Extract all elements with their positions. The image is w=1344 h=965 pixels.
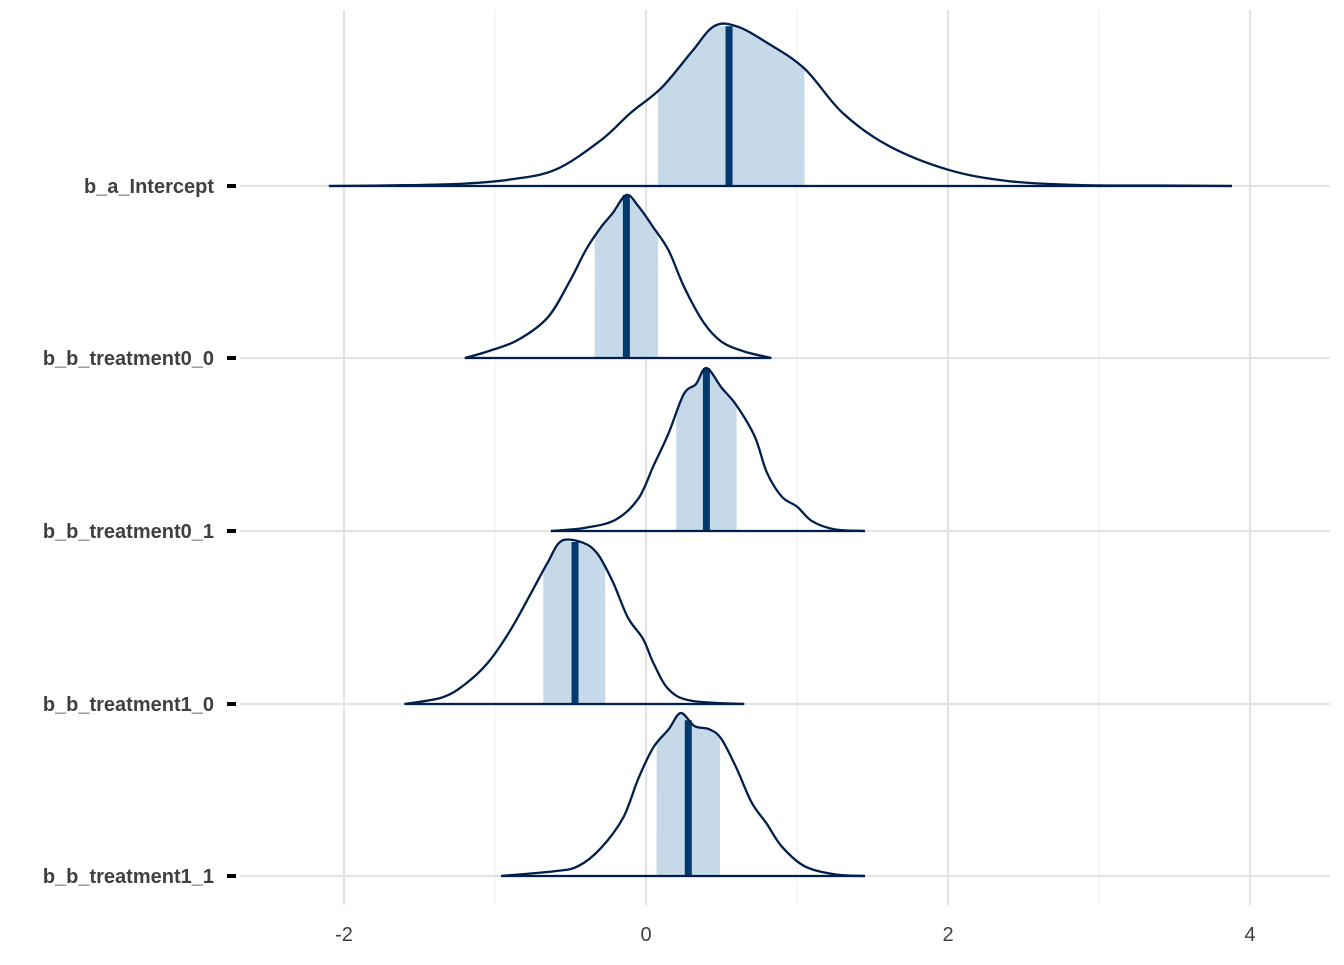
- ridges: [328, 22, 1232, 878]
- y-tick-label: b_b_treatment0_1: [43, 521, 214, 543]
- x-tick-label: 4: [1244, 924, 1255, 946]
- x-tick-label: -2: [335, 924, 353, 946]
- density-curve: [500, 711, 866, 878]
- y-tick-label: b_a_Intercept: [84, 176, 214, 198]
- y-tick-label: b_b_treatment0_0: [43, 348, 214, 370]
- ridge-b_a_Intercept: [328, 22, 1232, 188]
- y-tick-label: b_b_treatment1_1: [43, 866, 214, 888]
- ridge-b_b_treatment1_1: [500, 711, 866, 878]
- ridge-b_b_treatment1_0: [404, 538, 745, 706]
- ridge-b_b_treatment0_0: [464, 193, 772, 360]
- y-axis-labels: b_a_Intercept b_b_treatment0_0 b_b_treatme…: [43, 176, 236, 888]
- x-tick-label: 2: [942, 924, 953, 946]
- density-curve: [550, 366, 866, 533]
- density-curve: [328, 22, 1232, 188]
- density-curve: [404, 538, 745, 706]
- x-axis-tick-labels: -2 0 2 4: [335, 924, 1255, 946]
- density-curve: [464, 193, 772, 360]
- x-tick-label: 0: [640, 924, 651, 946]
- ridge-b_b_treatment0_1: [550, 366, 866, 533]
- y-tick-label: b_b_treatment1_0: [43, 694, 214, 716]
